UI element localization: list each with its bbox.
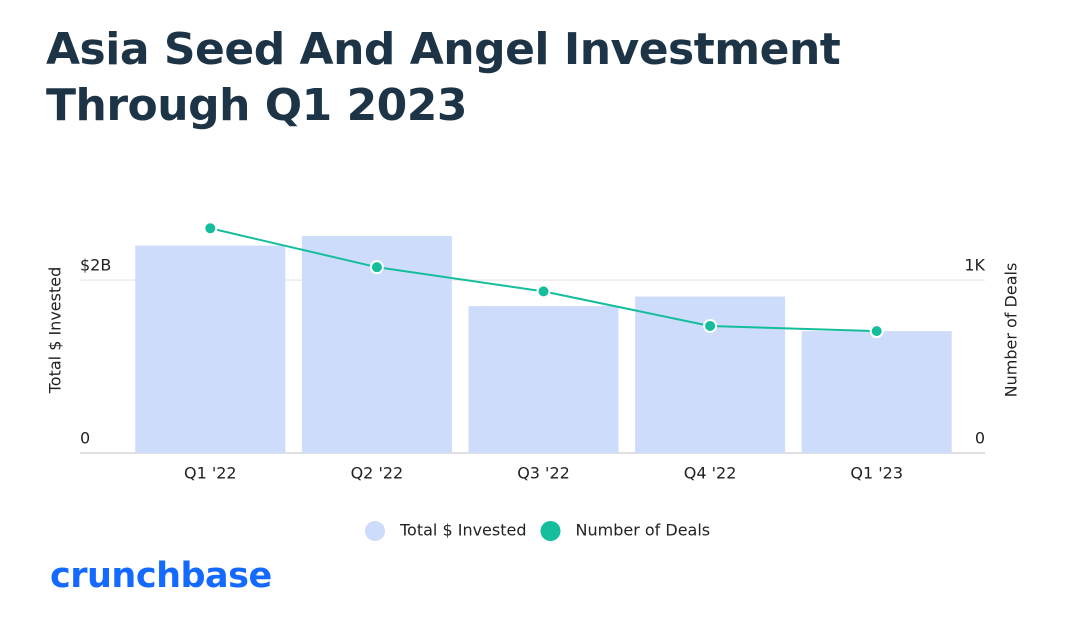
x-tick-label: Q2 '22 bbox=[351, 464, 404, 483]
legend-label[interactable]: Number of Deals bbox=[576, 521, 711, 540]
point bbox=[369, 260, 384, 275]
tick-label: 0 bbox=[975, 429, 985, 448]
tick-label: 0 bbox=[80, 429, 90, 448]
bar bbox=[468, 306, 619, 453]
legend-label[interactable]: Total $ Invested bbox=[399, 521, 527, 540]
point bbox=[869, 324, 884, 339]
x-tick-label: Q1 '23 bbox=[850, 464, 903, 483]
y-axis-label: Total $ Invested bbox=[46, 267, 65, 395]
x-tick-label: Q3 '22 bbox=[517, 464, 570, 483]
x-tick-label: Q4 '22 bbox=[684, 464, 737, 483]
point bbox=[536, 284, 551, 299]
bar bbox=[135, 245, 286, 453]
bar bbox=[801, 331, 952, 453]
brand-logo: crunchbase bbox=[50, 556, 272, 596]
point bbox=[203, 221, 218, 236]
x-tick-label: Q1 '22 bbox=[184, 464, 237, 483]
point bbox=[703, 318, 718, 333]
y2-axis-label: Number of Deals bbox=[1002, 263, 1021, 398]
chart-title: Asia Seed And Angel Investment Through Q… bbox=[46, 24, 841, 131]
legend-swatch[interactable] bbox=[365, 521, 385, 541]
tick-label: $2B bbox=[80, 256, 111, 275]
tick-label: 1K bbox=[964, 256, 985, 275]
legend-swatch[interactable] bbox=[540, 521, 561, 541]
